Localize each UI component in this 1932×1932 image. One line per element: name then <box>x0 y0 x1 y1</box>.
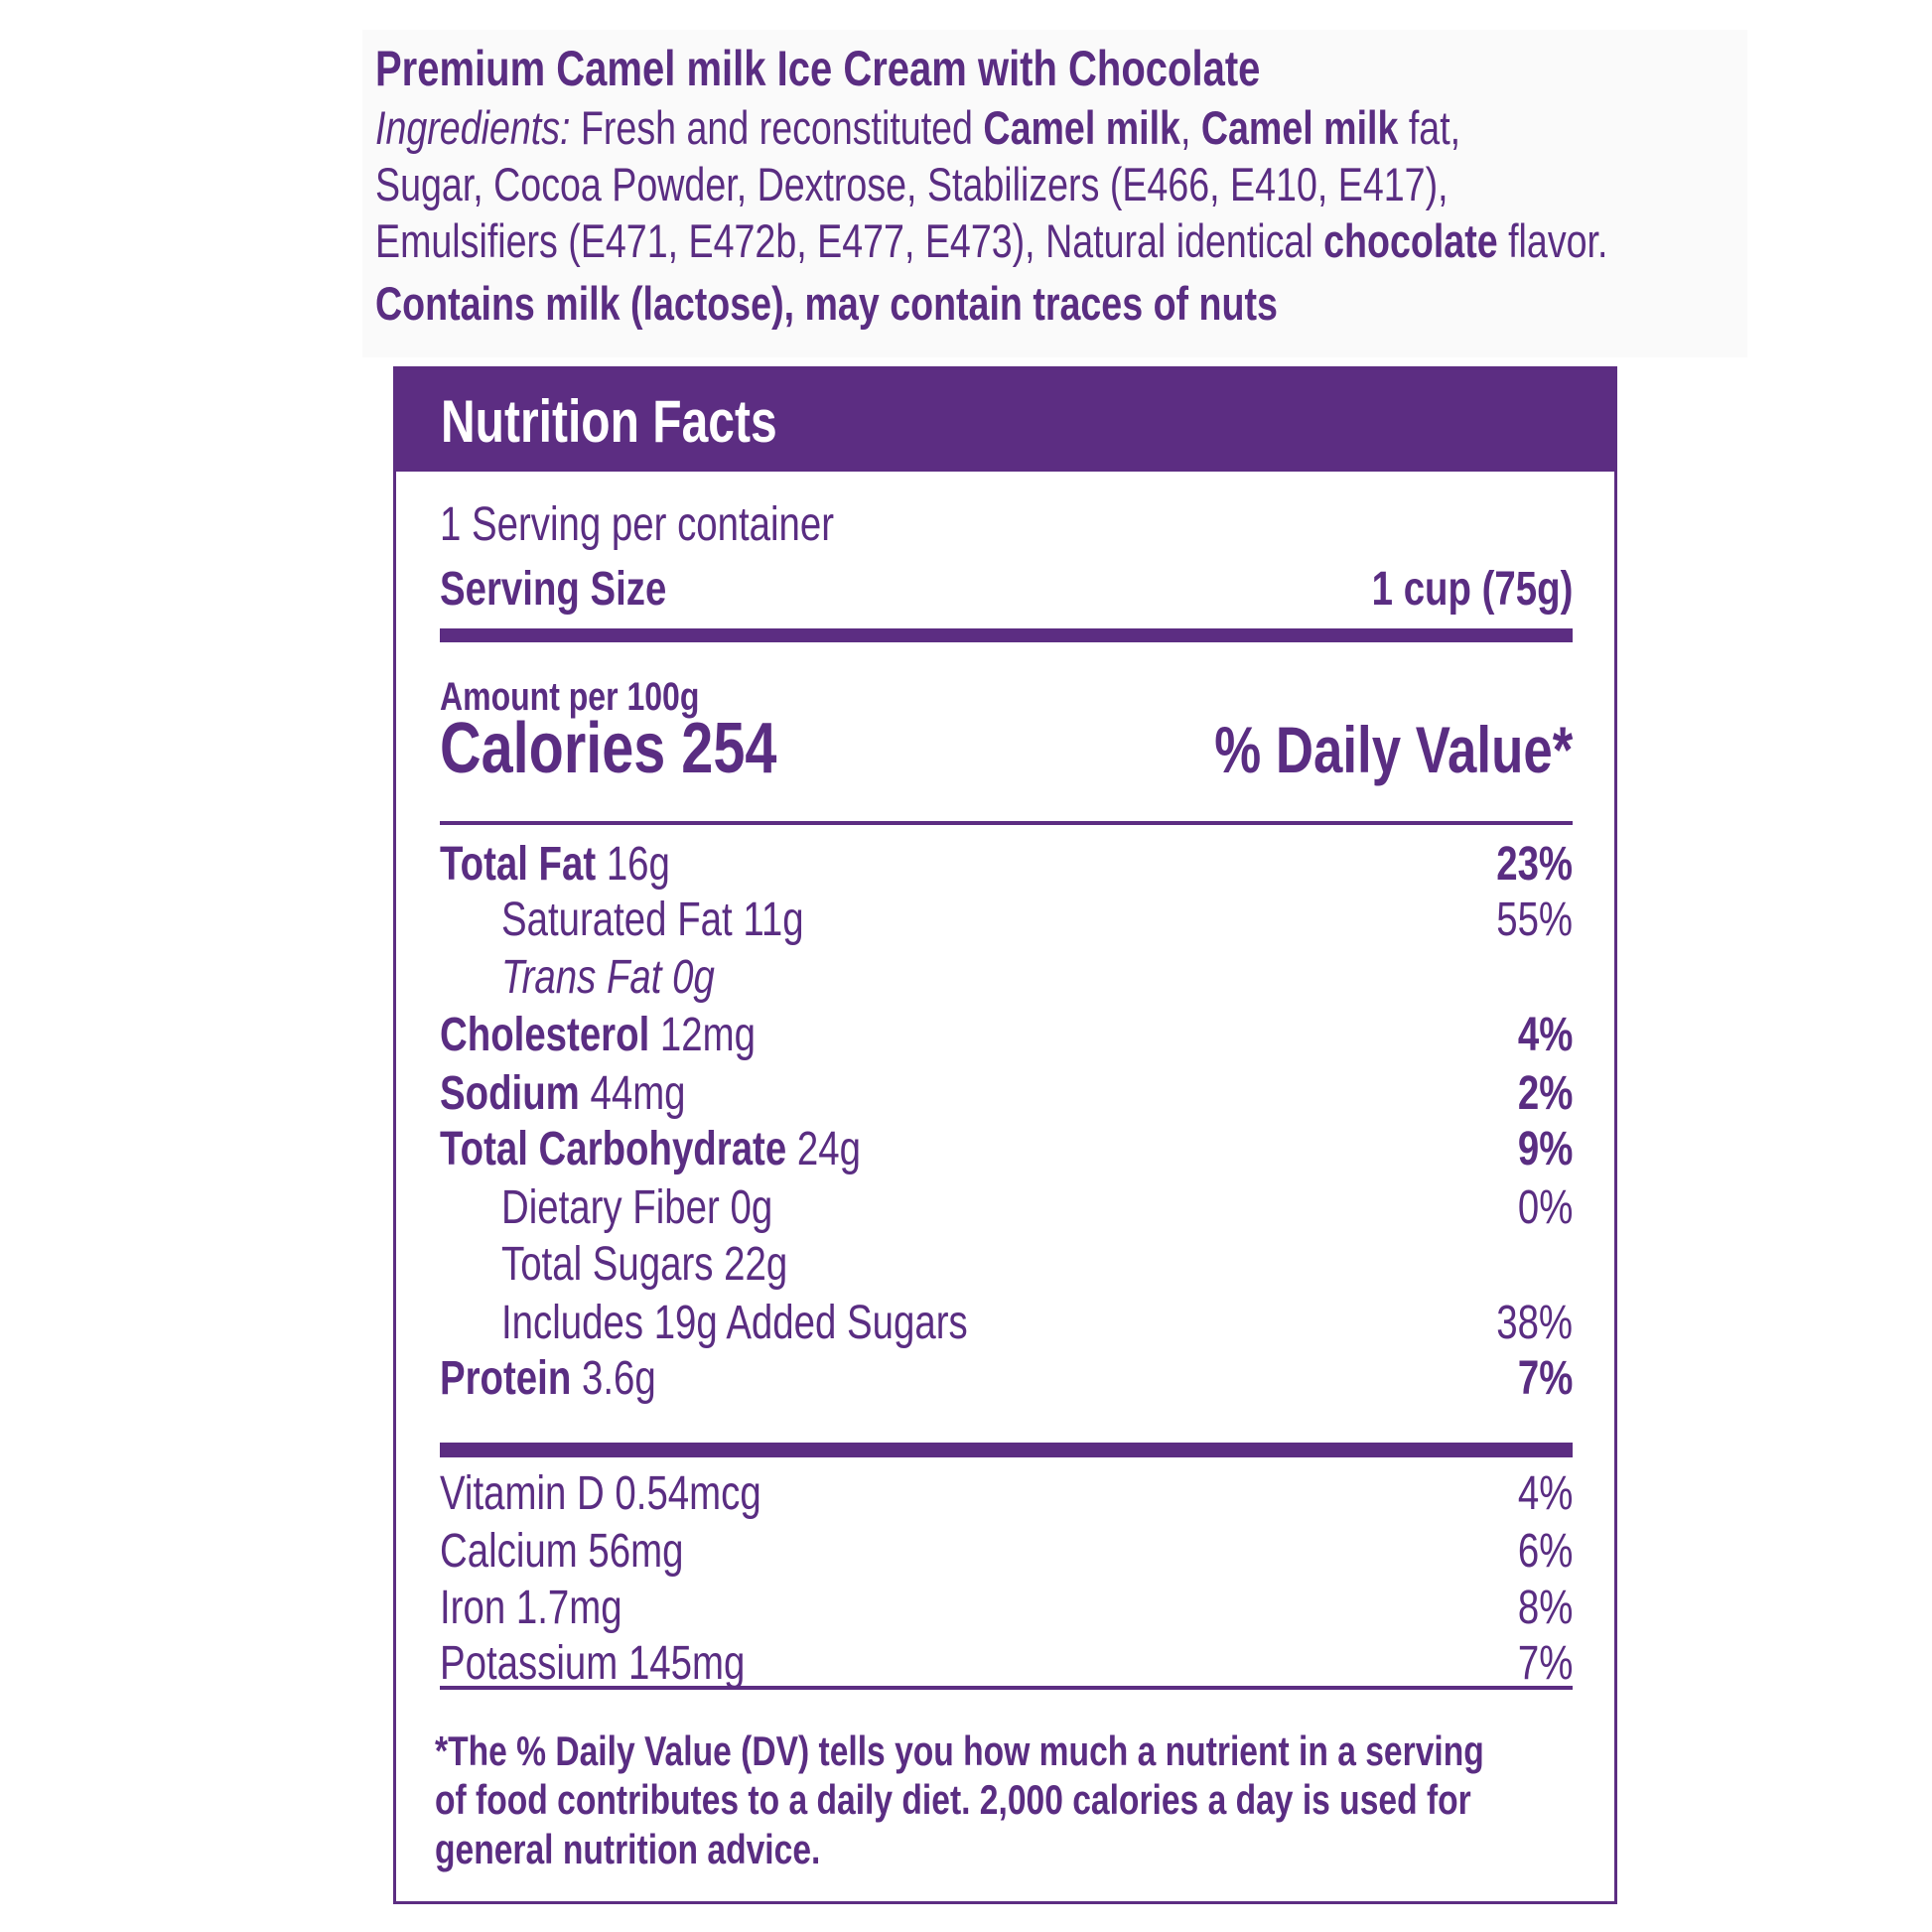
ingredients-line-1: Ingredients: Fresh and reconstituted Cam… <box>375 104 1460 151</box>
dv-vitamin-d: 4% <box>1517 1467 1574 1520</box>
dv-total-fat: 23% <box>1496 838 1573 891</box>
ingredients-line-2: Sugar, Cocoa Powder, Dextrose, Stabilize… <box>375 158 1449 210</box>
amount-per: Amount per 100g <box>440 675 700 719</box>
row-added-sugars: Includes 19g Added Sugars <box>501 1297 968 1349</box>
row-potassium: Potassium 145mg <box>440 1637 746 1690</box>
row-total-fat: Total Fat 16g <box>440 841 670 889</box>
ingredients-panel <box>362 30 1747 357</box>
dv-added-sugars: 38% <box>1496 1297 1573 1349</box>
nutrient-amount: 12mg <box>659 1009 756 1061</box>
daily-value-header: % Daily Value* <box>1214 713 1573 786</box>
nutrient-amount: 16g <box>606 838 670 891</box>
thick-divider <box>440 1443 1573 1457</box>
thin-divider <box>440 1686 1573 1690</box>
ingredients-text: fat, <box>1408 101 1461 154</box>
nutrient-name: Total Carbohydrate <box>440 1123 787 1175</box>
dv-saturated-fat: 55% <box>1496 894 1573 946</box>
dv-iron: 8% <box>1517 1582 1574 1634</box>
calories: Calories 254 <box>440 709 777 788</box>
nutrient-name: Protein <box>440 1352 572 1405</box>
nutrient-amount: 3.6g <box>581 1352 656 1405</box>
dv-cholesterol: 4% <box>1517 1009 1574 1061</box>
nutrient-amount: 44mg <box>590 1067 686 1120</box>
ingredients-text: Emulsifiers (E471, E472b, E477, E473), N… <box>375 214 1313 267</box>
nutrient-name: Total Fat <box>440 838 597 891</box>
row-saturated-fat: Saturated Fat 11g <box>501 894 804 946</box>
ingredient-bold: chocolate <box>1323 214 1498 267</box>
serving-size-value: 1 cup (75g) <box>1371 563 1573 616</box>
ingredients-line-3: Emulsifiers (E471, E472b, E477, E473), N… <box>375 217 1607 264</box>
footnote-line-2: of food contributes to a daily diet. 2,0… <box>435 1776 1471 1823</box>
row-cholesterol: Cholesterol 12mg <box>440 1012 756 1059</box>
footnote-line-1: *The % Daily Value (DV) tells you how mu… <box>435 1727 1484 1774</box>
nutrition-header-bar <box>393 366 1617 472</box>
ingredients-label: Ingredients: <box>375 101 571 154</box>
footnote-line-3: general nutrition advice. <box>435 1826 821 1872</box>
row-sodium: Sodium 44mg <box>440 1070 686 1118</box>
nutrient-name: Sodium <box>440 1067 580 1120</box>
nutrient-amount: 24g <box>796 1123 861 1175</box>
nutrition-facts-title: Nutrition Facts <box>441 388 777 455</box>
row-calcium: Calcium 56mg <box>440 1525 684 1578</box>
allergens: Contains milk (lactose), may contain tra… <box>375 277 1278 330</box>
servings-per-container: 1 Serving per container <box>440 498 835 551</box>
row-total-sugars: Total Sugars 22g <box>501 1238 788 1291</box>
row-dietary-fiber: Dietary Fiber 0g <box>501 1181 773 1234</box>
ingredients-text: flavor. <box>1508 214 1608 267</box>
row-trans-fat: Trans Fat 0g <box>501 951 715 1004</box>
ingredients-text: Fresh and reconstituted <box>580 101 973 154</box>
nutrient-name: Cholesterol <box>440 1009 650 1061</box>
dv-dietary-fiber: 0% <box>1517 1181 1574 1234</box>
row-vitamin-d: Vitamin D 0.54mcg <box>440 1467 761 1520</box>
dv-potassium: 7% <box>1517 1637 1574 1690</box>
serving-size-label: Serving Size <box>440 563 667 616</box>
comma: , <box>1179 101 1191 154</box>
product-title: Premium Camel milk Ice Cream with Chocol… <box>375 41 1261 96</box>
row-iron: Iron 1.7mg <box>440 1582 622 1634</box>
dv-protein: 7% <box>1517 1352 1574 1405</box>
row-protein: Protein 3.6g <box>440 1355 656 1403</box>
dv-sodium: 2% <box>1517 1067 1574 1120</box>
nutrition-facts-box <box>393 366 1617 1904</box>
thin-divider <box>440 821 1573 825</box>
dv-calcium: 6% <box>1517 1525 1574 1578</box>
thick-divider <box>440 628 1573 642</box>
ingredient-bold: Camel milk <box>1200 101 1399 154</box>
ingredient-bold: Camel milk <box>983 101 1180 154</box>
row-total-carbohydrate: Total Carbohydrate 24g <box>440 1126 861 1173</box>
dv-total-carbohydrate: 9% <box>1517 1123 1574 1175</box>
